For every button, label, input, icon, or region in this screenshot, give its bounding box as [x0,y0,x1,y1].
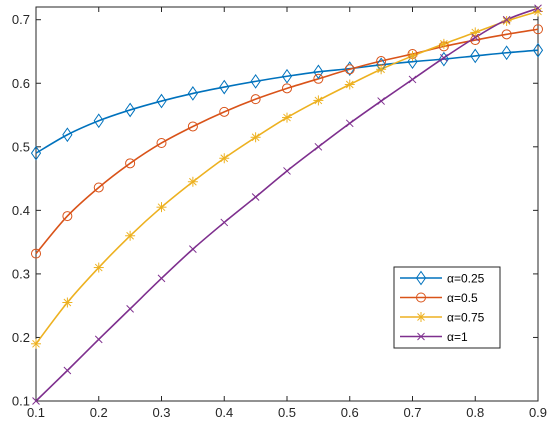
data-point-marker [313,95,324,106]
series-line-1 [35,28,539,255]
legend-swatch-marker [415,270,427,286]
x-tick-label: 0.4 [215,405,233,420]
data-point-marker [31,248,41,259]
data-point-marker [438,38,449,49]
data-point-marker [282,83,292,94]
data-point-marker [62,127,73,143]
data-point-marker [407,50,418,61]
y-tick-label: 0.7 [12,12,30,27]
data-point-marker [250,73,261,89]
data-point-marker [281,68,293,84]
x-tick-label: 0.2 [90,405,108,420]
legend-box [393,266,501,349]
data-point-marker [62,297,73,308]
data-point-marker [251,193,260,201]
data-point-marker [93,182,104,193]
data-point-marker [31,338,41,349]
legend-label: α=0.25 [447,272,485,286]
data-point-marker [250,132,261,143]
data-point-marker [377,97,385,105]
x-tick-label: 0.5 [278,405,296,420]
data-point-marker [534,4,542,13]
data-point-marker [314,142,323,151]
data-point-marker [470,27,481,38]
data-point-marker [187,176,198,187]
tick-labels: 0.1 0.2 0.3 0.4 0.5 0.6 0.7 0.8 0.9 0.1 0.2 0.3 0.4 0… [12,12,547,420]
data-point-marker [501,15,512,26]
y-tick-label: 0.5 [12,139,30,154]
data-point-marker [126,305,134,313]
legend-label: α=1 [447,330,468,344]
y-tick-label: 0.2 [12,330,30,345]
data-point-marker [93,113,104,129]
data-point-marker [501,29,512,40]
data-point-marker [187,121,198,132]
data-point-marker [313,73,324,84]
data-point-marker [440,53,448,62]
legend-label: α=0.75 [447,311,485,325]
data-point-marker [345,119,354,128]
data-point-marker [313,64,324,80]
data-point-marker [533,24,543,35]
legend-swatch-marker [417,332,425,341]
data-point-marker [471,33,480,42]
data-point-marker [156,202,167,213]
legend-swatch-marker [416,292,426,303]
data-point-marker [157,274,166,283]
data-point-marker [219,106,230,117]
data-point-marker [62,211,73,222]
legend-swatch-marker [416,312,426,322]
data-point-marker [125,230,136,241]
x-tick-label: 0.6 [341,405,359,420]
data-point-marker [156,93,167,109]
data-point-marker [219,79,230,95]
legend: α=0.25 α=0.5 α=0.75 α=1 [393,266,501,349]
data-point-marker [63,366,72,375]
data-point-marker [32,397,40,405]
data-point-marker [187,86,198,101]
data-point-marker [156,137,167,148]
data-point-marker [408,75,417,84]
data-point-marker [501,45,512,61]
data-point-marker [94,335,103,344]
data-point-marker [502,15,511,24]
y-tick-label: 0.6 [12,76,30,91]
x-tick-label: 0.8 [466,405,484,420]
data-point-marker [344,61,355,77]
data-point-marker [344,79,355,90]
series-markers [30,4,544,405]
data-point-marker [220,218,229,227]
data-point-marker [30,145,42,161]
series-line-0 [35,49,539,154]
data-point-marker [189,245,197,253]
data-point-marker [376,64,387,75]
y-tick-label: 0.3 [12,266,30,281]
data-point-marker [250,94,261,105]
data-point-marker [219,153,230,164]
y-tick-label: 0.4 [12,203,30,218]
data-point-marker [344,64,355,75]
data-point-marker [438,51,449,67]
data-point-marker [532,42,544,58]
data-point-marker [283,167,291,175]
x-tick-label: 0.3 [152,405,170,420]
data-point-marker [125,158,136,169]
x-tick-label: 0.7 [403,405,421,420]
x-tick-label: 0.1 [27,405,45,420]
y-tick-label: 0.1 [12,394,30,409]
data-point-marker [125,102,136,118]
x-tick-label: 0.9 [529,405,547,420]
data-point-marker [470,48,481,64]
data-point-marker [282,112,292,123]
data-point-marker [93,262,104,273]
legend-label: α=0.5 [447,291,478,305]
